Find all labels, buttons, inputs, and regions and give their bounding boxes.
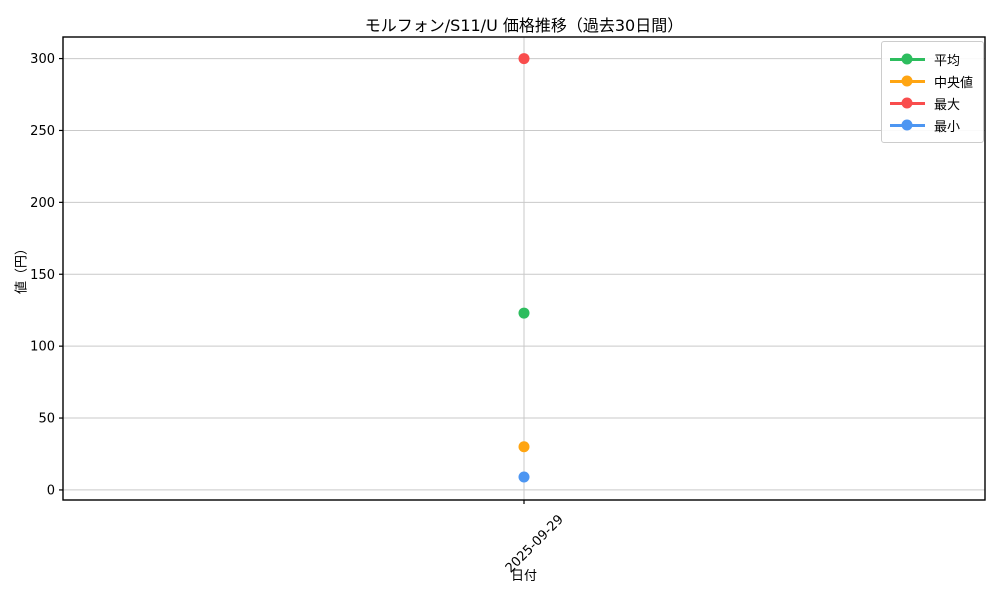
data-point-max bbox=[518, 53, 530, 65]
legend-dot-median-icon bbox=[901, 75, 913, 87]
y-axis-label: 値（円） bbox=[14, 241, 30, 295]
legend: 平均 中央値 最大 最小 bbox=[880, 41, 984, 143]
y-tick-label: 250 bbox=[30, 124, 55, 139]
y-tick-label: 0 bbox=[47, 483, 55, 498]
y-tick-label: 100 bbox=[30, 340, 55, 355]
legend-marker-median-icon bbox=[889, 75, 925, 87]
data-point-mean bbox=[518, 307, 530, 319]
legend-marker-max-icon bbox=[889, 97, 925, 109]
data-point-min bbox=[518, 471, 530, 483]
legend-item-min: 最小 bbox=[889, 114, 973, 136]
legend-item-mean: 平均 bbox=[889, 48, 973, 70]
data-point-median bbox=[518, 441, 530, 453]
legend-item-max: 最大 bbox=[889, 92, 973, 114]
legend-label-median: 中央値 bbox=[933, 75, 973, 91]
legend-label-min: 最小 bbox=[933, 119, 960, 135]
legend-dot-min-icon bbox=[901, 119, 913, 131]
legend-marker-min-icon bbox=[889, 119, 925, 131]
legend-label-mean: 平均 bbox=[933, 53, 960, 69]
x-axis-label: 日付 bbox=[510, 569, 537, 584]
legend-item-median: 中央値 bbox=[889, 70, 973, 92]
chart-title: モルフォン/S11/U 価格推移（過去30日間） bbox=[364, 16, 684, 35]
y-tick-label: 150 bbox=[30, 268, 55, 283]
legend-label-max: 最大 bbox=[933, 97, 960, 113]
legend-dot-max-icon bbox=[901, 97, 913, 109]
legend-marker-mean-icon bbox=[889, 53, 925, 65]
y-tick-label: 200 bbox=[30, 196, 55, 211]
y-tick-label: 50 bbox=[38, 412, 55, 427]
y-tick-label: 300 bbox=[30, 52, 55, 67]
legend-dot-mean-icon bbox=[901, 53, 913, 65]
